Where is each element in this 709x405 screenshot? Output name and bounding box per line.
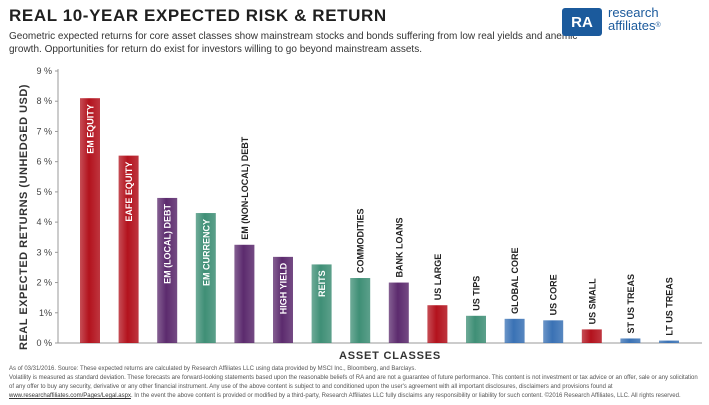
bar-commodities [350, 278, 371, 343]
y-tick-label: 0 % [36, 338, 52, 348]
bar-category-label: ST US TREAS [626, 274, 636, 334]
bar-em-non-local-debt [234, 244, 255, 343]
bar-category-label: US TIPS [472, 276, 482, 311]
y-tick-label: 7 % [36, 126, 52, 136]
y-tick-label: 3 % [36, 247, 52, 257]
bar-category-label: LT US TREAS [665, 277, 675, 335]
footnote-line2: Volatility is measured as standard devia… [9, 375, 698, 390]
y-tick-label: 6 % [36, 157, 52, 167]
footnote-line1: As of 03/31/2016. Source: These expected… [9, 366, 417, 372]
bar-global-core [504, 318, 525, 343]
bar-category-label: EM CURRENCY [201, 219, 211, 286]
bar-category-label: HIGH YIELD [279, 262, 289, 314]
bar-bank-loans [388, 282, 409, 343]
bar-category-label: EM (NON-LOCAL) DEBT [240, 136, 250, 239]
bar-em-local-debt [157, 197, 178, 343]
bar-reits [311, 264, 332, 343]
page-title: REAL 10-YEAR EXPECTED RISK & RETURN [9, 6, 387, 25]
bar-us-small [581, 329, 602, 343]
legal-link[interactable]: www.researchaffiliates.com/Pages/Legal.a… [9, 393, 131, 399]
bar-st-us-treas [620, 338, 641, 343]
footnote-line3: . In the event the above content is prov… [130, 393, 681, 399]
y-tick-label: 1% [39, 308, 52, 318]
bar-category-label: BANK LOANS [394, 218, 404, 278]
bar-category-label: US CORE [549, 274, 559, 315]
bar-category-label: EAFE EQUITY [124, 162, 134, 222]
bar-category-label: GLOBAL CORE [510, 247, 520, 313]
bar-chart: 0 % 1% 2 % 3 % 4 % 5 % 6 % 7 % 8 % 9 % REAL EXPECT… [18, 66, 702, 362]
bar-us-core [543, 320, 564, 343]
y-tick-label: 9 % [36, 66, 52, 76]
y-tick-label: 5 % [36, 187, 52, 197]
bar-category-label: US LARGE [433, 254, 443, 301]
bar-category-label: COMMODITIES [356, 209, 366, 274]
bar-em-equity [80, 98, 100, 343]
research-affiliates-logo: RA research affiliates® [562, 6, 702, 36]
y-tick-label: 2 % [36, 278, 52, 288]
page-subtitle: Geometric expected returns for core asse… [9, 31, 578, 55]
bar-us-tips [466, 315, 486, 343]
logo-line2: affiliates® [608, 18, 661, 33]
y-tick-label: 4 % [36, 217, 52, 227]
bar-category-label: EM (LOCAL) DEBT [163, 203, 173, 283]
bar-category-label: REITS [317, 270, 327, 297]
bar-lt-us-treas [659, 340, 679, 343]
logo-text: research affiliates® [608, 6, 661, 32]
y-tick-label: 8 % [36, 96, 52, 106]
logo-line1: research [608, 5, 659, 20]
bar-category-label: US SMALL [587, 278, 597, 325]
x-axis-title: ASSET CLASSES [339, 350, 441, 362]
bar-high-yield [273, 256, 293, 343]
y-axis-title: REAL EXPECTED RETURNS (UNHEDGED USD) [18, 84, 30, 350]
bar-category-label: EM EQUITY [86, 104, 96, 154]
bar-us-large [427, 305, 448, 343]
footnote: As of 03/31/2016. Source: These expected… [9, 365, 703, 401]
bar-em-currency [195, 213, 216, 343]
bar-eafe-equity [118, 155, 139, 343]
logo-mark-icon: RA [562, 8, 602, 36]
